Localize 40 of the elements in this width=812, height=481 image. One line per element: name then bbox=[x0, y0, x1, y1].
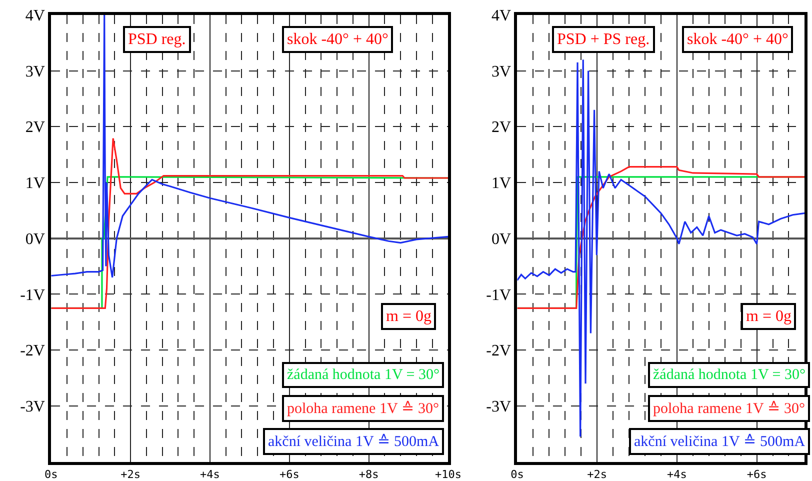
y-tick-label: -1V bbox=[20, 286, 46, 304]
annotation: skok -40° + 40° bbox=[687, 31, 788, 48]
line-series bbox=[51, 14, 448, 278]
text: akční veličina 1V ≙ 500mA bbox=[268, 433, 440, 450]
y-tick-label: 4V bbox=[25, 8, 46, 25]
y-tick-label: 2V bbox=[491, 119, 512, 136]
x-tick-label: +10s bbox=[434, 468, 462, 481]
y-tick-label: -3V bbox=[486, 398, 512, 416]
y-tick-label: -3V bbox=[20, 398, 46, 416]
x-tick-label: +2s bbox=[120, 468, 141, 481]
x-tick-label: +6s bbox=[279, 468, 300, 481]
line-series bbox=[51, 138, 448, 309]
x-tick-label: +6s bbox=[746, 468, 767, 481]
text: poloha ramene 1V ≙ 30° bbox=[653, 400, 806, 417]
y-tick-label: 4V bbox=[491, 8, 512, 25]
x-tick-label: 0s bbox=[510, 468, 524, 481]
x-tick-label: +2s bbox=[587, 468, 608, 481]
text: PSD + PS reg. bbox=[557, 31, 650, 48]
y-tick-label: 3V bbox=[25, 63, 46, 80]
x-tick-label: +4s bbox=[200, 468, 220, 481]
x-tick-label: +4s bbox=[666, 468, 687, 481]
text: poloha ramene 1V ≙ 30° bbox=[287, 400, 440, 417]
x-tick-label: 0s bbox=[44, 468, 58, 481]
y-tick-label: 1V bbox=[491, 175, 512, 192]
y-tick-label: 3V bbox=[491, 63, 512, 80]
text: PSD reg. bbox=[128, 31, 186, 48]
text: žádaná hodnota 1V = 30° bbox=[653, 367, 806, 383]
y-tick-label: 0V bbox=[25, 230, 46, 248]
y-tick-label: -2V bbox=[20, 342, 46, 360]
y-tick-label: 1V bbox=[25, 175, 46, 192]
y-tick-label: -1V bbox=[486, 286, 512, 304]
annotation: skok -40° + 40° bbox=[287, 31, 388, 48]
annotation: m = 0g bbox=[386, 308, 432, 325]
x-tick-label: +8s bbox=[358, 468, 379, 481]
y-tick-label: 2V bbox=[25, 119, 46, 136]
annotation: m = 0g bbox=[746, 308, 792, 325]
y-tick-label: 0V bbox=[491, 230, 512, 248]
text: žádaná hodnota 1V = 30° bbox=[287, 367, 440, 383]
y-tick-label: -2V bbox=[486, 342, 512, 360]
text: akční veličina 1V ≙ 500mA bbox=[634, 433, 806, 450]
